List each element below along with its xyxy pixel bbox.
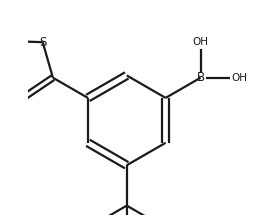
Text: OH: OH	[193, 37, 209, 47]
Text: OH: OH	[231, 73, 247, 83]
Text: S: S	[39, 36, 46, 49]
Text: B: B	[197, 71, 205, 84]
